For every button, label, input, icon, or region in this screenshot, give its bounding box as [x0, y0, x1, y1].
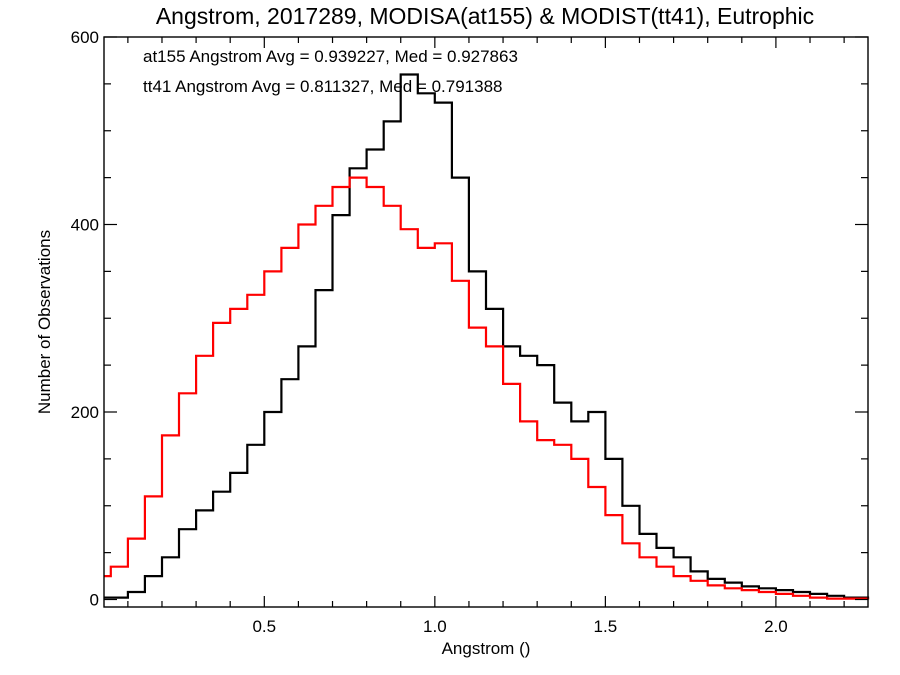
x-tick-label: 1.0	[423, 617, 447, 636]
y-tick-label: 200	[71, 403, 99, 422]
axis-layer: 0.5 1.0 1.5 2.0 0 200 400 600	[71, 28, 868, 636]
y-tick-label: 400	[71, 216, 99, 235]
plot-frame	[103, 36, 869, 608]
x-tick-label: 2.0	[764, 617, 788, 636]
annotation-at155: at155 Angstrom Avg = 0.939227, Med = 0.9…	[143, 47, 518, 66]
series-layer	[104, 73, 870, 600]
chart-title: Angstrom, 2017289, MODISA(at155) & MODIS…	[156, 3, 814, 29]
series-line-0	[104, 73, 870, 600]
y-axis-label: Number of Observations	[35, 230, 54, 414]
annotation-tt41: tt41 Angstrom Avg = 0.811327, Med = 0.79…	[143, 77, 502, 96]
y-tick-label: 600	[71, 28, 99, 47]
series-line-1	[104, 176, 870, 600]
x-axis-label: Angstrom ()	[442, 639, 531, 658]
y-tick-label: 0	[90, 591, 99, 610]
x-tick-label: 0.5	[252, 617, 276, 636]
x-tick-label: 1.5	[594, 617, 618, 636]
